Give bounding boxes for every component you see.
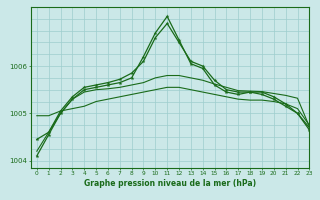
X-axis label: Graphe pression niveau de la mer (hPa): Graphe pression niveau de la mer (hPa) bbox=[84, 179, 256, 188]
